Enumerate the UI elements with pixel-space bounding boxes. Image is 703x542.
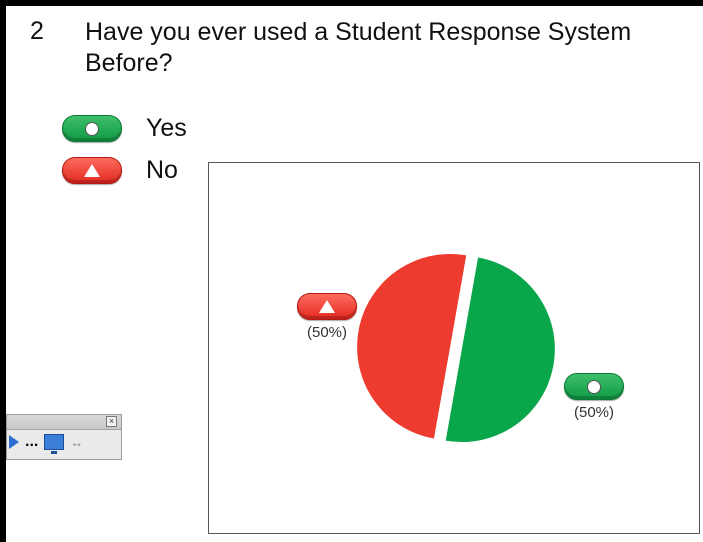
no-key-pill [62,157,122,184]
chart-panel: (50%) (50%) [208,162,700,534]
close-icon[interactable]: × [106,416,117,427]
legend-item-no: No [62,156,178,185]
yes-key-pill [62,115,122,142]
question-text: Have you ever used a Student Response Sy… [85,18,632,77]
data-label-no-pct: (50%) [306,324,347,341]
question-number: 2 [30,17,44,45]
pie-slice-no [357,253,467,439]
circle-icon [587,379,601,394]
legend-label-no: No [146,156,178,184]
legend-label-yes: Yes [146,114,187,142]
data-label-yes: (50%) [564,373,624,421]
toolbar-icons: ... ↔ [7,430,121,454]
top-border [0,0,703,6]
triangle-icon [84,163,100,177]
floating-toolbar[interactable]: × ... ↔ [6,414,122,460]
circle-icon [85,121,99,136]
legend-item-yes: Yes [62,114,187,143]
more-options-button[interactable]: ... [25,433,39,450]
no-label-pill [297,293,357,320]
yes-label-pill [564,373,624,400]
data-label-no: (50%) [297,293,357,341]
pie-chart [357,253,555,443]
arrow-right-icon[interactable] [9,435,19,449]
data-label-yes-pct: (50%) [573,404,614,421]
screen-icon[interactable] [44,434,65,454]
toolbar-title-strip[interactable]: × [7,415,121,430]
pie-slice-yes [445,257,555,443]
triangle-icon [319,299,335,313]
resize-icon[interactable]: ↔ [70,434,84,450]
left-border [0,0,6,542]
